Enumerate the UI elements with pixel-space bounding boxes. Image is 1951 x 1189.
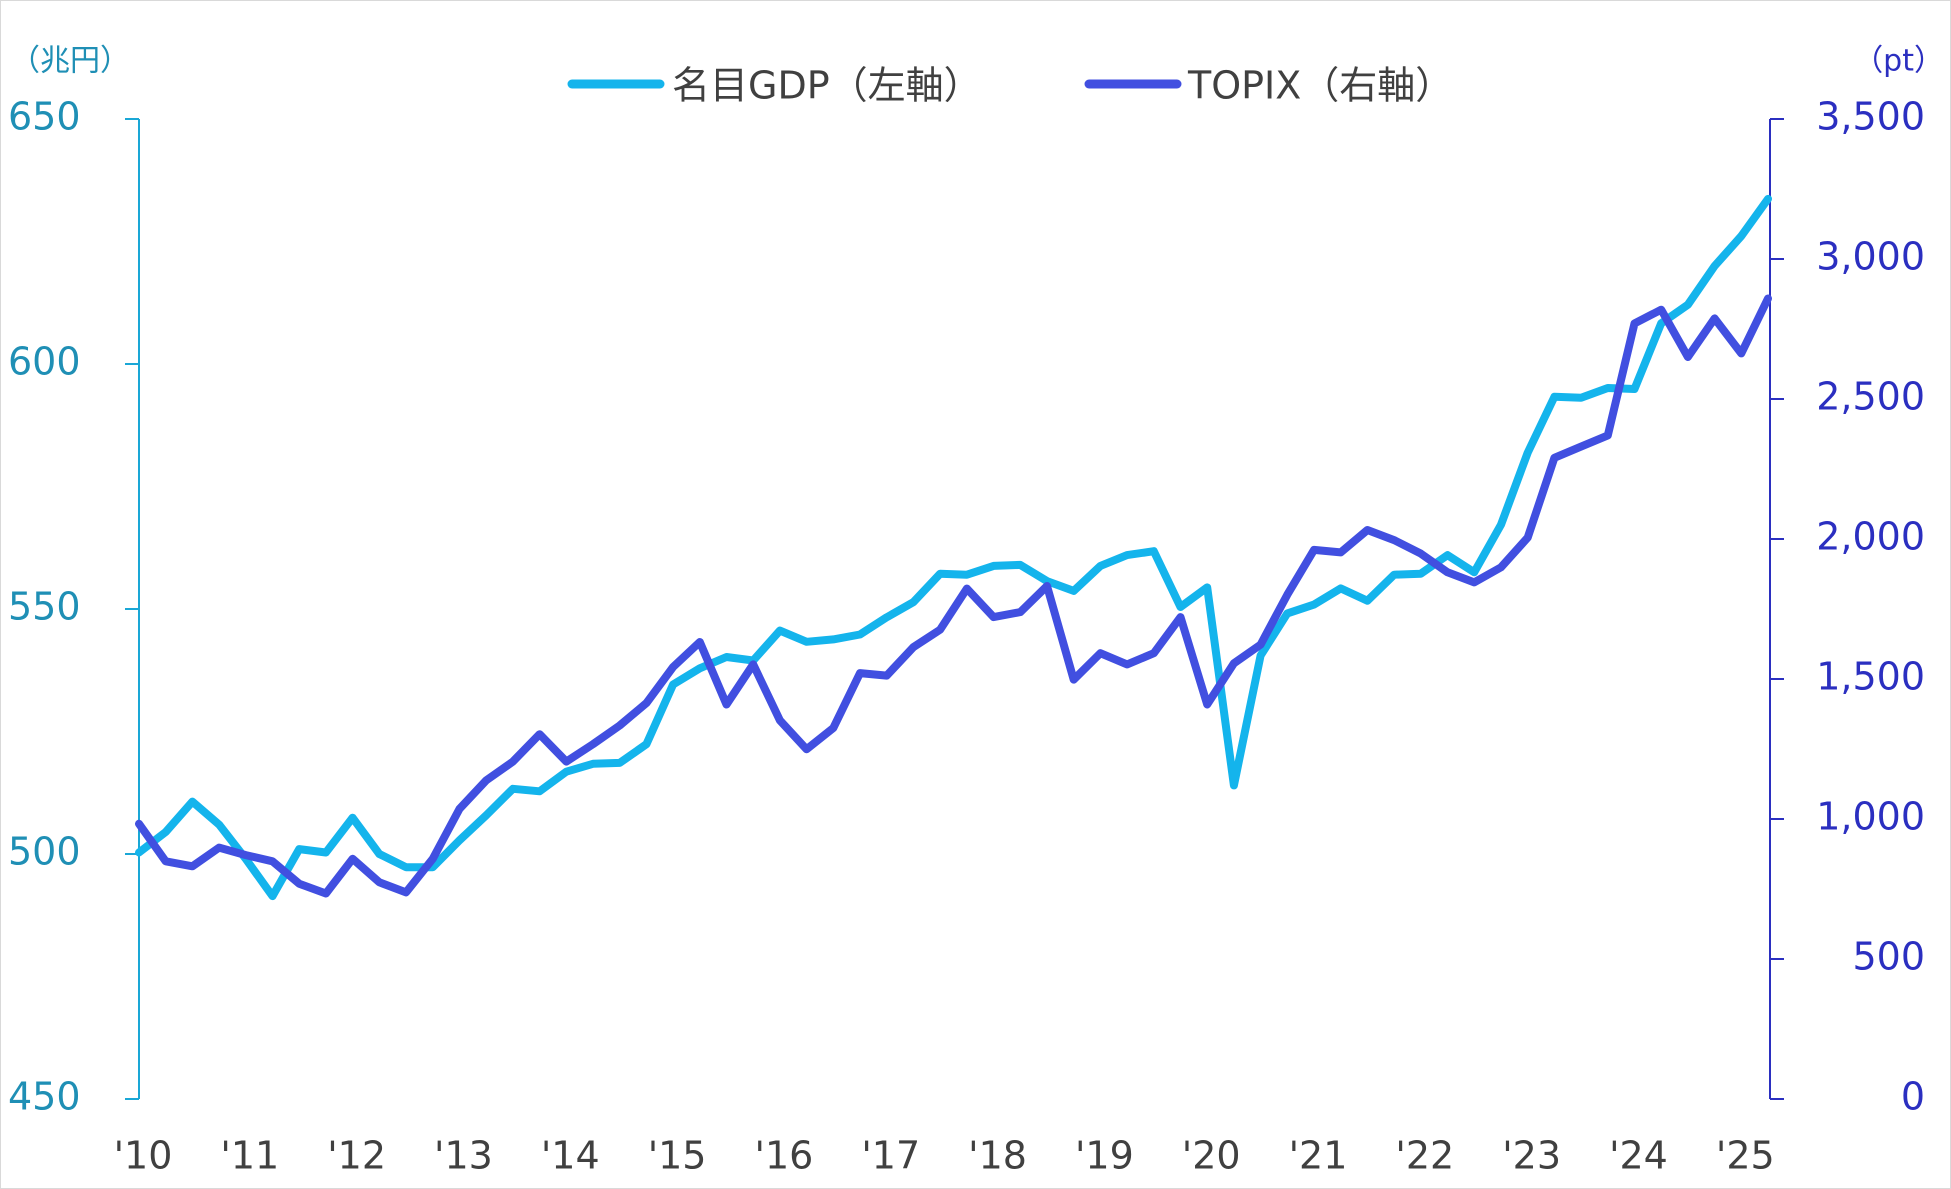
y-tick-label: 500 [8, 830, 81, 874]
x-tick-label: '11 [220, 1134, 279, 1178]
y2-tick-label: 2,000 [1816, 515, 1925, 559]
series-line [135, 294, 1772, 898]
y-tick-label: 600 [8, 340, 81, 384]
x-tick-label: '16 [755, 1134, 814, 1178]
y2-tick-label: 1,500 [1816, 655, 1925, 699]
x-tick-label: '13 [434, 1134, 493, 1178]
y2-tick-label: 1,000 [1816, 795, 1925, 839]
x-tick-label: '18 [968, 1134, 1027, 1178]
x-tick-label: '15 [648, 1134, 707, 1178]
y-tick-label: 450 [8, 1075, 81, 1119]
x-tick-label: '17 [861, 1134, 920, 1178]
x-tick-label: '12 [327, 1134, 386, 1178]
legend-label: TOPIX（右軸） [1187, 64, 1453, 108]
x-tick-label: '25 [1716, 1134, 1775, 1178]
legend-label: 名目GDP（左軸） [672, 64, 982, 108]
y-unit: （兆円） [10, 44, 130, 79]
series-line [135, 194, 1772, 901]
x-tick-label: '23 [1502, 1134, 1561, 1178]
x-tick-label: '14 [541, 1134, 600, 1178]
y-tick-label: 550 [8, 585, 81, 629]
y2-tick-label: 0 [1901, 1075, 1925, 1119]
x-tick-label: '24 [1609, 1134, 1668, 1178]
y2-tick-label: 2,500 [1816, 375, 1925, 419]
y2-tick-label: 3,500 [1816, 95, 1925, 139]
y2-unit: （pt） [1853, 44, 1944, 79]
x-tick-label: '20 [1182, 1134, 1241, 1178]
x-tick-label: '21 [1289, 1134, 1348, 1178]
x-tick-label: '19 [1075, 1134, 1134, 1178]
y2-tick-label: 3,000 [1816, 235, 1925, 279]
y2-tick-label: 500 [1852, 935, 1925, 979]
x-tick-label: '10 [114, 1134, 173, 1178]
x-tick-label: '22 [1395, 1134, 1454, 1178]
y-tick-label: 650 [8, 95, 81, 139]
